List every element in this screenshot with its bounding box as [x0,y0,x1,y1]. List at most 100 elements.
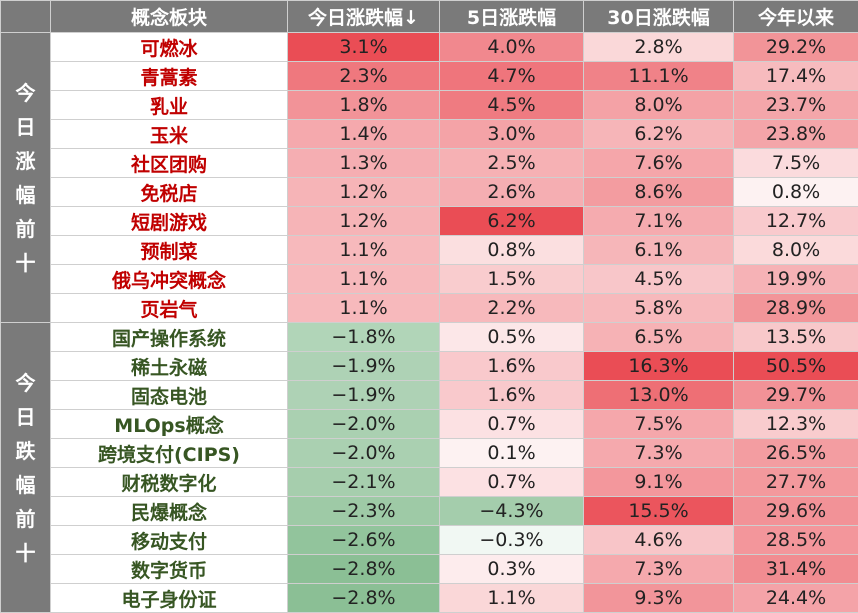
thirty-day-change-cell: 6.2% [584,120,734,149]
five-day-change-cell: 0.5% [440,323,584,352]
table-row: 民爆概念−2.3%−4.3%15.5%29.6% [1,497,858,526]
sector-name-cell[interactable]: 免税店 [51,178,288,207]
five-day-change-cell: 2.5% [440,149,584,178]
thirty-day-change-cell: 4.6% [584,526,734,555]
today-change-cell: 1.3% [288,149,440,178]
table-row: 电子身份证−2.8%1.1%9.3%24.4% [1,584,858,613]
col-header-today-change[interactable]: 今日涨跌幅↓ [288,1,440,33]
ytd-change-cell: 12.7% [734,207,858,236]
sector-name-cell[interactable]: 页岩气 [51,294,288,323]
today-change-cell: −2.1% [288,468,440,497]
group-label-down: 今日跌幅前十 [1,323,51,613]
today-change-cell: 2.3% [288,62,440,91]
corner-cell [1,1,51,33]
ytd-change-cell: 31.4% [734,555,858,584]
col-header-5day-change[interactable]: 5日涨跌幅 [440,1,584,33]
table-row: 今日跌幅前十国产操作系统−1.8%0.5%6.5%13.5% [1,323,858,352]
ytd-change-cell: 24.4% [734,584,858,613]
thirty-day-change-cell: 9.1% [584,468,734,497]
sector-name-cell[interactable]: 国产操作系统 [51,323,288,352]
five-day-change-cell: 1.5% [440,265,584,294]
col-header-30day-change[interactable]: 30日涨跌幅 [584,1,734,33]
sector-name-cell[interactable]: 俄乌冲突概念 [51,265,288,294]
sector-name-cell[interactable]: MLOps概念 [51,410,288,439]
ytd-change-cell: 27.7% [734,468,858,497]
today-change-cell: −2.8% [288,584,440,613]
ytd-change-cell: 28.9% [734,294,858,323]
sector-name-cell[interactable]: 乳业 [51,91,288,120]
sector-name-cell[interactable]: 跨境支付(CIPS) [51,439,288,468]
today-change-cell: 1.1% [288,236,440,265]
five-day-change-cell: 1.6% [440,381,584,410]
thirty-day-change-cell: 6.5% [584,323,734,352]
five-day-change-cell: −4.3% [440,497,584,526]
ytd-change-cell: 29.2% [734,33,858,62]
sector-name-cell[interactable]: 短剧游戏 [51,207,288,236]
table-row: 稀土永磁−1.9%1.6%16.3%50.5% [1,352,858,381]
thirty-day-change-cell: 7.3% [584,555,734,584]
sector-name-cell[interactable]: 电子身份证 [51,584,288,613]
sector-name-cell[interactable]: 预制菜 [51,236,288,265]
thirty-day-change-cell: 7.5% [584,410,734,439]
today-change-cell: −2.8% [288,555,440,584]
header-row: 概念板块 今日涨跌幅↓ 5日涨跌幅 30日涨跌幅 今年以来 [1,1,858,33]
col-header-ytd-change[interactable]: 今年以来 [734,1,858,33]
table-row: 移动支付−2.6%−0.3%4.6%28.5% [1,526,858,555]
thirty-day-change-cell: 8.0% [584,91,734,120]
ytd-change-cell: 28.5% [734,526,858,555]
sector-name-cell[interactable]: 移动支付 [51,526,288,555]
sector-name-cell[interactable]: 可燃冰 [51,33,288,62]
thirty-day-change-cell: 15.5% [584,497,734,526]
today-change-cell: 1.1% [288,294,440,323]
sector-name-cell[interactable]: 社区团购 [51,149,288,178]
table-row: MLOps概念−2.0%0.7%7.5%12.3% [1,410,858,439]
thirty-day-change-cell: 16.3% [584,352,734,381]
col-header-sector[interactable]: 概念板块 [51,1,288,33]
today-change-cell: −2.6% [288,526,440,555]
today-change-cell: 1.4% [288,120,440,149]
ytd-change-cell: 7.5% [734,149,858,178]
ytd-change-cell: 23.8% [734,120,858,149]
five-day-change-cell: 0.7% [440,410,584,439]
today-change-cell: 1.8% [288,91,440,120]
thirty-day-change-cell: 9.3% [584,584,734,613]
thirty-day-change-cell: 5.8% [584,294,734,323]
table-row: 财税数字化−2.1%0.7%9.1%27.7% [1,468,858,497]
sector-name-cell[interactable]: 民爆概念 [51,497,288,526]
table-row: 固态电池−1.9%1.6%13.0%29.7% [1,381,858,410]
ytd-change-cell: 13.5% [734,323,858,352]
sector-name-cell[interactable]: 玉米 [51,120,288,149]
five-day-change-cell: 1.1% [440,584,584,613]
ytd-change-cell: 17.4% [734,62,858,91]
ytd-change-cell: 29.7% [734,381,858,410]
ytd-change-cell: 50.5% [734,352,858,381]
table-row: 跨境支付(CIPS)−2.0%0.1%7.3%26.5% [1,439,858,468]
thirty-day-change-cell: 2.8% [584,33,734,62]
thirty-day-change-cell: 7.6% [584,149,734,178]
sector-name-cell[interactable]: 财税数字化 [51,468,288,497]
ytd-change-cell: 12.3% [734,410,858,439]
sector-name-cell[interactable]: 固态电池 [51,381,288,410]
today-change-cell: 1.1% [288,265,440,294]
ytd-change-cell: 19.9% [734,265,858,294]
thirty-day-change-cell: 8.6% [584,178,734,207]
sector-name-cell[interactable]: 数字货币 [51,555,288,584]
five-day-change-cell: 4.7% [440,62,584,91]
today-change-cell: −1.9% [288,381,440,410]
thirty-day-change-cell: 11.1% [584,62,734,91]
sector-name-cell[interactable]: 稀土永磁 [51,352,288,381]
five-day-change-cell: 0.8% [440,236,584,265]
ytd-change-cell: 29.6% [734,497,858,526]
five-day-change-cell: 0.7% [440,468,584,497]
five-day-change-cell: 0.1% [440,439,584,468]
table-row: 数字货币−2.8%0.3%7.3%31.4% [1,555,858,584]
sector-name-cell[interactable]: 青蒿素 [51,62,288,91]
thirty-day-change-cell: 7.1% [584,207,734,236]
five-day-change-cell: 6.2% [440,207,584,236]
